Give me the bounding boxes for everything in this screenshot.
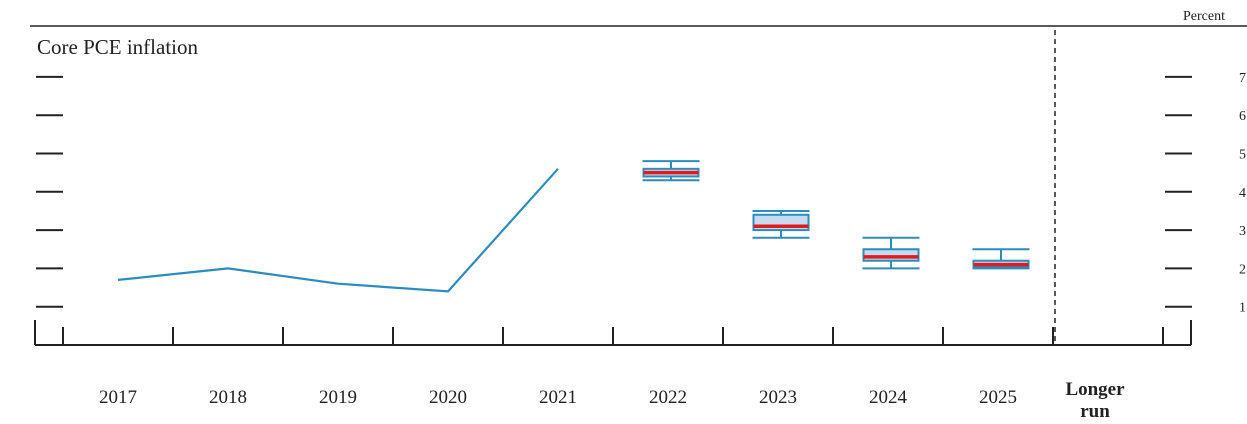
y-tick-label: 2 <box>1239 262 1246 277</box>
longer-run-label: Longer <box>1065 379 1125 400</box>
chart-marks: 1 2 3 4 5 6 7 2017 2018 2019 2020 2021 2022 2023 2024 2… <box>34 30 1246 422</box>
x-tick-label: 2019 <box>319 387 357 408</box>
history-line <box>117 168 559 293</box>
y-tick-label: 5 <box>1239 148 1246 163</box>
x-tick-label: 2018 <box>209 387 247 408</box>
y-tick-label: 1 <box>1239 301 1246 316</box>
x-tick-label: 2024 <box>869 387 908 408</box>
y-tick-label: 6 <box>1239 109 1246 124</box>
x-tick-label: 2023 <box>759 387 797 408</box>
x-tick-label: 2025 <box>979 387 1017 408</box>
y-tick-label: 4 <box>1239 186 1246 201</box>
y-tick-label: 3 <box>1239 224 1246 239</box>
projection-box <box>862 248 920 262</box>
chart-title: Core PCE inflation <box>37 35 198 59</box>
x-tick-label: 2020 <box>429 387 467 408</box>
x-tick-label: 2021 <box>539 387 577 408</box>
x-tick-label: 2022 <box>649 387 687 408</box>
x-tick-label: 2017 <box>99 387 137 408</box>
longer-run-label: run <box>1080 401 1110 422</box>
y-tick-label: 7 <box>1239 71 1246 86</box>
unit-label: Percent <box>1183 9 1225 24</box>
